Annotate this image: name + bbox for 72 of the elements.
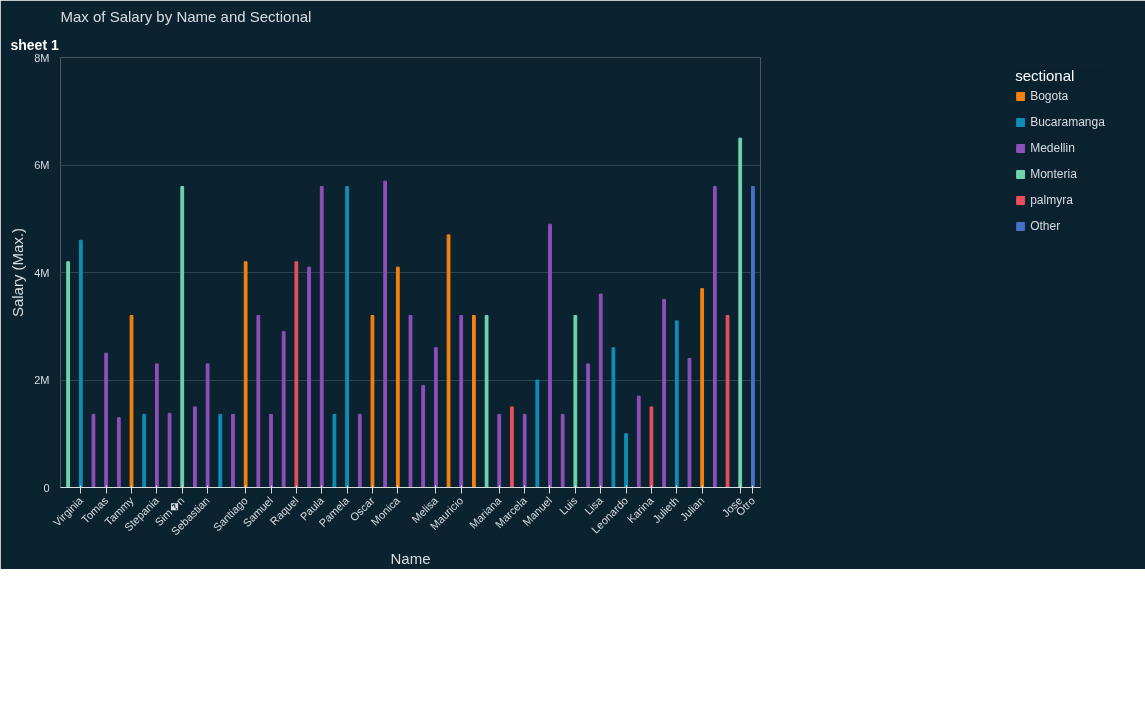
bar xyxy=(142,413,147,488)
bar xyxy=(218,413,223,488)
bar xyxy=(624,433,628,488)
y-axis-title: Salary (Max.) xyxy=(9,227,27,318)
bar xyxy=(281,331,286,488)
bar xyxy=(421,384,426,488)
bar xyxy=(712,186,717,488)
bar xyxy=(357,413,362,488)
x-axis-title: Name xyxy=(390,549,431,567)
bar xyxy=(180,186,185,488)
bar xyxy=(459,315,464,488)
bar xyxy=(345,186,349,488)
bar xyxy=(205,363,210,488)
bar xyxy=(598,293,603,488)
x-tick-label: Luis xyxy=(556,493,580,518)
bar xyxy=(662,298,667,488)
bar xyxy=(510,406,514,488)
bar xyxy=(472,315,476,488)
bar xyxy=(129,315,134,488)
bar xyxy=(395,266,400,488)
bar xyxy=(687,358,692,488)
bar xyxy=(243,261,248,488)
bar xyxy=(154,363,159,488)
bar xyxy=(116,417,121,488)
legend-label: Other xyxy=(1030,219,1061,233)
y-tick-label: 0 xyxy=(43,481,50,494)
bar xyxy=(256,315,261,488)
bar xyxy=(586,363,590,488)
bar xyxy=(91,413,96,488)
bar xyxy=(522,413,527,488)
bar xyxy=(78,239,83,488)
text: sheet 1 xyxy=(10,36,59,53)
chart-title: Max of Salary by Name and Sectional xyxy=(60,7,312,25)
bar xyxy=(484,315,489,488)
bar xyxy=(548,223,552,488)
bar xyxy=(370,315,375,488)
y-tick-label: 2M xyxy=(34,374,50,386)
bar xyxy=(231,413,235,488)
bar xyxy=(433,347,438,488)
bar xyxy=(611,347,616,488)
bar xyxy=(104,352,109,488)
bar xyxy=(560,413,565,488)
legend-title: sectional xyxy=(1015,67,1076,84)
bar xyxy=(649,406,654,488)
bar xyxy=(738,137,743,488)
bar xyxy=(294,261,299,488)
legend-label: Monteria xyxy=(1030,167,1077,181)
y-tick-label: 6M xyxy=(34,159,50,171)
legend-label: Bucaramanga xyxy=(1030,115,1105,129)
bar xyxy=(674,320,679,488)
legend-label: Bogota xyxy=(1030,89,1069,103)
bar xyxy=(383,180,388,488)
bar xyxy=(725,315,730,488)
bar xyxy=(167,412,172,488)
bar xyxy=(319,186,324,488)
y-tick-label: 4M xyxy=(34,266,50,279)
bar xyxy=(269,413,273,488)
bar xyxy=(751,186,755,488)
bar xyxy=(307,266,311,488)
bar xyxy=(636,395,641,488)
y-tick-label: 8M xyxy=(34,51,50,64)
bar xyxy=(446,234,451,488)
bar xyxy=(535,379,540,488)
bar xyxy=(573,315,578,488)
bar xyxy=(497,413,502,488)
bar xyxy=(193,406,197,488)
legend-label: palmyra xyxy=(1030,193,1073,207)
legend-label: Medellin xyxy=(1030,141,1075,155)
bar xyxy=(332,413,337,488)
bar xyxy=(700,288,705,488)
bar xyxy=(408,315,413,488)
bar xyxy=(66,261,70,488)
